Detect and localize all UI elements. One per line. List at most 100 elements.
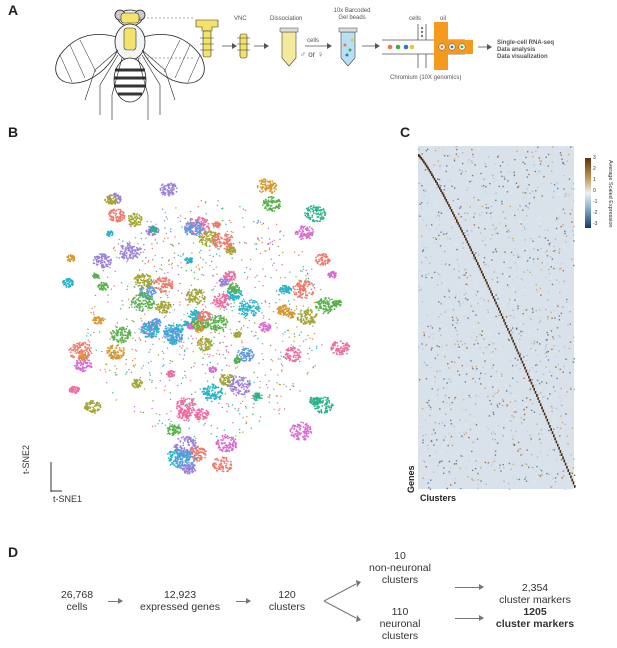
tsne-point: [257, 305, 260, 308]
tsne-point: [126, 261, 128, 263]
tsne-point: [170, 420, 172, 423]
tsne-point: [163, 341, 165, 343]
tsne-point: [237, 351, 239, 354]
tsne-point: [85, 348, 88, 351]
tsne-point: [142, 411, 145, 414]
tsne-point: [106, 276, 109, 278]
tsne-point: [300, 225, 302, 228]
tsne-point: [328, 402, 331, 404]
tsne-point: [75, 364, 78, 367]
tsne-point: [187, 441, 190, 444]
tsne-point: [147, 362, 150, 364]
tsne-point: [266, 329, 268, 332]
tsne-point: [73, 364, 76, 367]
tsne-point: [148, 288, 151, 290]
tsne-point: [239, 241, 241, 244]
tsne-point: [127, 259, 129, 261]
tsne-point: [182, 377, 184, 379]
tsne-point: [219, 381, 222, 383]
tsne-point: [311, 283, 314, 285]
tsne-point: [182, 403, 185, 405]
tsne-point: [201, 413, 204, 416]
panel-label-a: A: [8, 2, 19, 18]
tsne-point: [198, 226, 201, 229]
tsne-point: [194, 391, 196, 393]
tsne-point: [287, 300, 290, 302]
tsne-point: [167, 260, 170, 262]
tsne-point: [295, 430, 298, 433]
tsne-point: [194, 441, 197, 444]
tsne-point: [100, 253, 102, 255]
tsne-point: [184, 374, 186, 376]
tsne-point: [154, 290, 157, 292]
tsne-point: [169, 425, 172, 428]
tsne-point: [193, 402, 196, 405]
tsne-point: [245, 314, 248, 317]
tsne-point: [284, 286, 287, 289]
tsne-point: [95, 258, 98, 261]
tsne-point: [272, 207, 275, 209]
tsne-point: [203, 353, 206, 355]
tsne-point: [202, 258, 204, 261]
tsne-point: [302, 305, 305, 307]
tsne-point: [73, 386, 76, 388]
tsne-point: [270, 204, 273, 207]
tsne-point: [155, 270, 158, 273]
tsne-point: [148, 259, 150, 262]
tsne-point: [225, 250, 228, 253]
tsne-point: [241, 310, 244, 312]
tsne-point: [228, 251, 230, 254]
tsne-point: [284, 331, 286, 333]
tsne-point: [311, 293, 313, 296]
tsne-point: [161, 300, 164, 303]
tsne-point: [132, 212, 135, 215]
tsne-point: [226, 289, 229, 292]
tsne-point: [302, 233, 305, 236]
tsne-point: [242, 307, 245, 310]
tsne-point: [175, 448, 178, 451]
tsne-point: [234, 367, 237, 369]
tsne-point: [184, 400, 186, 403]
tsne-point: [339, 303, 342, 306]
tsne-point: [165, 327, 168, 330]
tsne-point: [228, 450, 231, 453]
tsne-point: [177, 402, 179, 405]
tsne-point: [210, 425, 213, 427]
tsne-point: [199, 321, 202, 324]
tsne-point: [183, 354, 186, 356]
tsne-point: [257, 308, 259, 311]
tsne-point: [312, 228, 314, 231]
tsne-point: [278, 204, 281, 207]
tsne-point: [167, 372, 170, 374]
tsne-point: [89, 350, 92, 353]
tsne-point: [269, 180, 272, 183]
tsne-point: [204, 417, 207, 419]
tsne-point: [204, 345, 207, 347]
tsne-point: [247, 309, 249, 311]
tsne-point: [163, 220, 166, 222]
tsne-point: [240, 313, 243, 316]
tsne-point: [72, 346, 74, 348]
tsne-point: [130, 226, 132, 228]
tsne-point: [240, 305, 243, 307]
tsne-point: [307, 280, 310, 283]
tsne-point: [258, 239, 260, 241]
tsne-point: [280, 370, 283, 372]
tsne-point: [202, 274, 205, 277]
tsne-point: [145, 273, 147, 275]
tsne-point: [220, 373, 222, 376]
tsne-point: [305, 237, 308, 240]
chip-oil-label: oil: [440, 16, 447, 22]
tsne-point: [88, 354, 91, 357]
tsne-point: [95, 274, 97, 277]
tsne-point: [102, 270, 105, 272]
tsne-point: [171, 372, 174, 375]
tsne-point: [268, 185, 271, 188]
tsne-point: [298, 279, 300, 281]
tsne-point: [152, 319, 155, 322]
tsne-point: [164, 325, 167, 328]
tsne-point: [180, 341, 182, 343]
tsne-point: [132, 364, 135, 367]
tsne-point: [107, 256, 109, 259]
tsne-point: [194, 224, 196, 227]
